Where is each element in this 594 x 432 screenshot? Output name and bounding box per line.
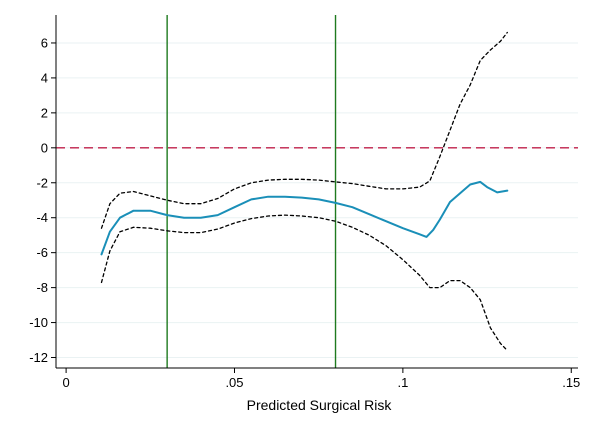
y-tick-label: -4 (36, 210, 48, 225)
y-tick-label: -12 (29, 350, 48, 365)
series-line-lower-bound (102, 215, 508, 350)
y-tick-label: 4 (41, 70, 48, 85)
y-tick-label: 6 (41, 35, 48, 50)
y-tick-label: -6 (36, 245, 48, 260)
x-tick-label: .05 (225, 375, 243, 390)
x-axis-title: Predicted Surgical Risk (247, 397, 393, 413)
y-tick-label: -2 (36, 175, 48, 190)
y-tick-label: -8 (36, 280, 48, 295)
y-tick-label: 0 (41, 140, 48, 155)
y-tick-label: -10 (29, 315, 48, 330)
grid-layer (56, 43, 578, 358)
x-tick-label: .1 (397, 375, 408, 390)
series-layer (102, 33, 508, 351)
x-tick-label: .15 (562, 375, 580, 390)
y-tick-label: 2 (41, 105, 48, 120)
x-tick-label: 0 (62, 375, 69, 390)
axes: 6 4 2 0 -2 -4 -6 -8 -10 -12 0 .05 .1 .15 (29, 15, 580, 390)
